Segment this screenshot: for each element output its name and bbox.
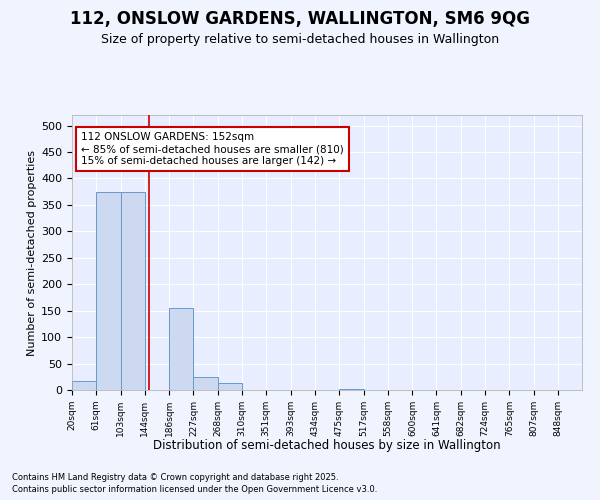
Bar — [218, 383, 242, 390]
Text: 112 ONSLOW GARDENS: 152sqm
← 85% of semi-detached houses are smaller (810)
15% o: 112 ONSLOW GARDENS: 152sqm ← 85% of semi… — [81, 132, 344, 166]
Text: Contains HM Land Registry data © Crown copyright and database right 2025.: Contains HM Land Registry data © Crown c… — [12, 474, 338, 482]
Bar — [339, 389, 364, 390]
Bar — [72, 381, 96, 390]
Y-axis label: Number of semi-detached properties: Number of semi-detached properties — [27, 150, 37, 356]
Bar — [96, 192, 121, 390]
Text: Contains public sector information licensed under the Open Government Licence v3: Contains public sector information licen… — [12, 485, 377, 494]
Text: Size of property relative to semi-detached houses in Wallington: Size of property relative to semi-detach… — [101, 32, 499, 46]
Text: 112, ONSLOW GARDENS, WALLINGTON, SM6 9QG: 112, ONSLOW GARDENS, WALLINGTON, SM6 9QG — [70, 10, 530, 28]
Bar — [193, 377, 218, 390]
Bar — [169, 308, 193, 390]
Bar — [121, 192, 145, 390]
X-axis label: Distribution of semi-detached houses by size in Wallington: Distribution of semi-detached houses by … — [153, 439, 501, 452]
